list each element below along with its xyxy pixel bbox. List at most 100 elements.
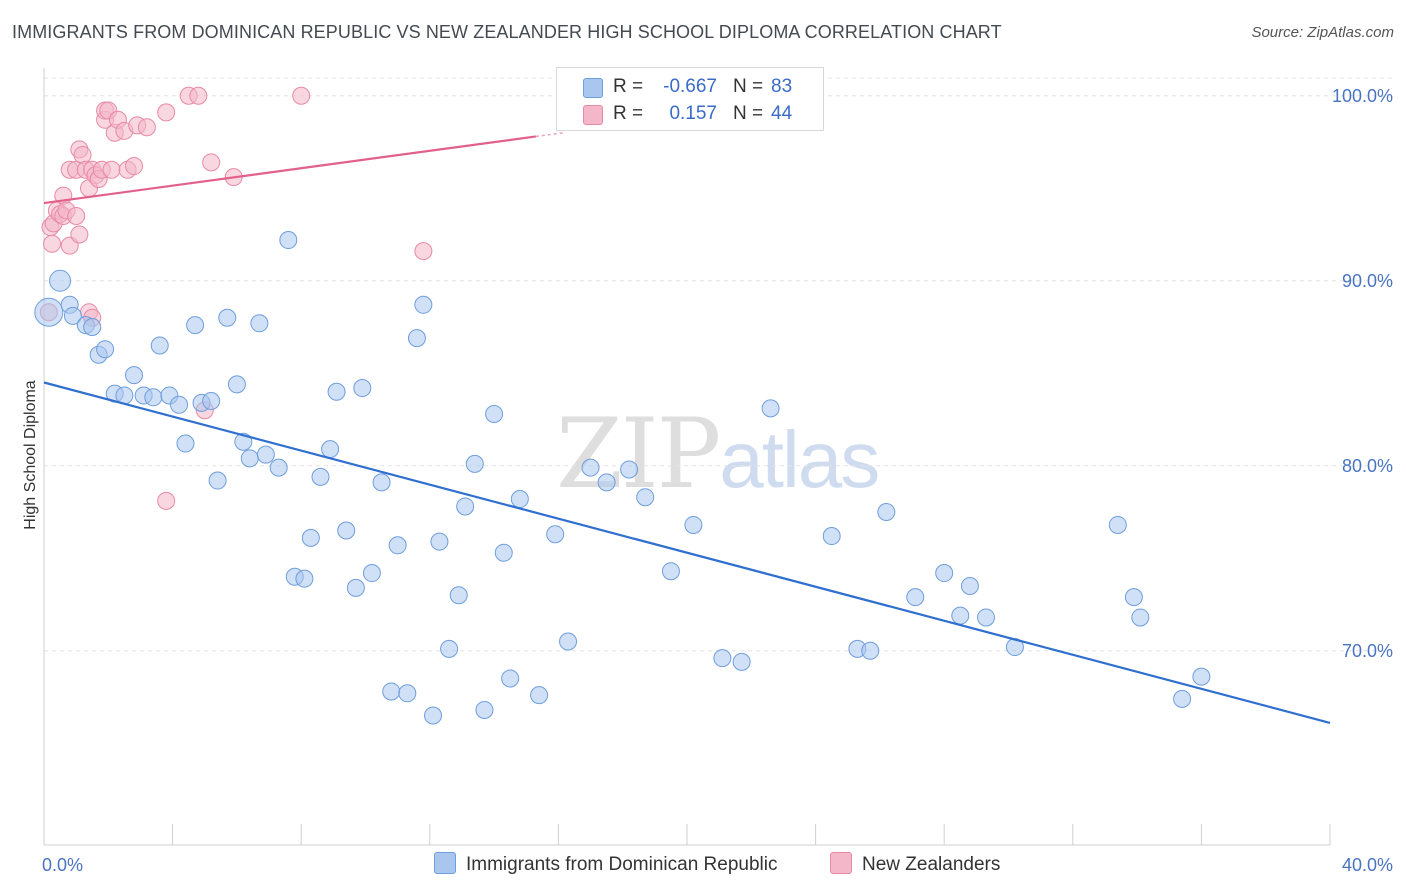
- dominican-republic-points: [34, 231, 1211, 725]
- new-zealanders-trend-extension: [535, 131, 565, 138]
- dominican-point: [597, 473, 616, 492]
- dominican-point: [186, 316, 205, 335]
- dominican-point: [620, 460, 639, 479]
- dominican-point: [960, 577, 979, 595]
- new-zealander-point: [137, 118, 156, 137]
- dominican-point: [301, 528, 320, 547]
- new-zealanders-points: [39, 86, 433, 510]
- tick-labels: 70.0% 80.0% 90.0% 100.0% 0.0% 40.0%: [42, 86, 1393, 875]
- dominican-point: [501, 669, 520, 688]
- dominican-point: [125, 366, 144, 385]
- new-zealander-point: [157, 103, 176, 122]
- x-tick-label: 40.0%: [1342, 855, 1393, 875]
- bottom-legend-label: Immigrants from Dominican Republic: [466, 854, 778, 875]
- y-tick-label: 90.0%: [1342, 271, 1393, 291]
- dominican-point: [1192, 667, 1211, 686]
- dominican-point: [353, 379, 372, 398]
- bottom-legend-swatch-pink: [830, 852, 852, 874]
- new-zealander-point: [414, 242, 433, 261]
- new-zealander-point: [73, 145, 92, 164]
- dominican-point: [295, 569, 314, 588]
- dominican-point: [761, 399, 780, 418]
- dominican-point: [475, 700, 494, 719]
- dominican-point: [34, 297, 64, 327]
- dominican-point: [424, 706, 443, 725]
- dominican-point: [430, 532, 449, 551]
- new-zealander-point: [292, 86, 311, 105]
- dominican-point: [208, 471, 227, 490]
- dominican-point: [494, 543, 513, 562]
- legend-n-label: N =: [733, 103, 764, 124]
- y-tick-label: 70.0%: [1342, 641, 1393, 661]
- dominican-point: [636, 488, 655, 507]
- bottom-legend-dominican: Immigrants from Dominican Republic: [434, 852, 778, 876]
- axes: [43, 68, 1331, 846]
- dominican-point: [49, 269, 72, 292]
- y-axis-label: High School Diploma: [22, 380, 39, 530]
- dominican-point: [877, 503, 896, 521]
- new-zealander-point: [102, 160, 121, 179]
- legend-r-label: R =: [613, 76, 644, 97]
- dominican-point: [465, 454, 484, 473]
- dominican-point: [269, 458, 288, 477]
- dominican-point: [1173, 689, 1192, 708]
- dominican-trend-line: [43, 381, 1331, 724]
- y-tick-label: 80.0%: [1342, 456, 1393, 476]
- dominican-point: [1131, 608, 1150, 627]
- dominican-point: [414, 295, 433, 314]
- legend-swatch-blue: [583, 78, 603, 98]
- correlation-legend: R = -0.667 N = 83 R = 0.157 N = 44: [556, 67, 824, 131]
- dominican-point: [861, 641, 880, 660]
- dominican-point: [372, 473, 391, 492]
- dominican-point: [63, 306, 82, 325]
- dominican-point: [150, 336, 169, 355]
- dominican-point: [713, 649, 732, 668]
- dominican-point: [398, 684, 417, 703]
- dominican-point: [510, 490, 529, 509]
- new-zealander-point: [189, 86, 208, 105]
- dominican-point: [449, 586, 468, 605]
- dominican-point: [732, 652, 751, 671]
- dominican-point: [906, 588, 925, 607]
- dominican-point: [337, 521, 356, 540]
- dominican-point: [661, 562, 680, 581]
- legend-r-label: R =: [613, 103, 644, 124]
- dominican-point: [346, 578, 365, 597]
- dominican-point: [581, 458, 600, 477]
- legend-n-value: 83: [771, 76, 793, 97]
- y-tick-label: 100.0%: [1332, 86, 1393, 106]
- dominican-point: [170, 395, 189, 414]
- dominican-point: [279, 231, 298, 250]
- grid-lines: [44, 77, 1392, 652]
- watermark-atlas: atlas: [719, 415, 880, 504]
- dominican-point: [530, 686, 549, 705]
- dominican-point: [83, 318, 102, 336]
- legend-r-value: -0.667: [663, 76, 717, 97]
- dominican-point: [456, 497, 475, 516]
- new-zealander-point: [67, 207, 86, 225]
- chart-title: IMMIGRANTS FROM DOMINICAN REPUBLIC VS NE…: [12, 22, 1002, 42]
- legend-swatch-pink: [583, 105, 603, 125]
- bottom-legend-new-zealanders: New Zealanders: [830, 852, 1000, 876]
- bottom-legend-label: New Zealanders: [862, 854, 1001, 875]
- dominican-point: [218, 308, 237, 327]
- dominican-point: [1124, 588, 1143, 607]
- dominican-point: [227, 375, 246, 394]
- dominican-point: [382, 682, 401, 701]
- dominican-point: [240, 449, 259, 468]
- dominican-point: [327, 382, 346, 401]
- dominican-point: [202, 392, 221, 410]
- dominican-point: [388, 536, 407, 555]
- dominican-point: [935, 564, 954, 583]
- dominican-point: [311, 467, 330, 486]
- dominican-point: [822, 527, 841, 546]
- dominican-point: [485, 404, 504, 423]
- dominican-point: [407, 329, 426, 348]
- dominican-point: [976, 608, 995, 627]
- new-zealander-point: [157, 491, 176, 510]
- new-zealander-point: [43, 234, 62, 253]
- dominican-point: [321, 440, 340, 459]
- x-tick-label: 0.0%: [42, 855, 83, 875]
- source-label: Source: ZipAtlas.com: [1251, 24, 1394, 41]
